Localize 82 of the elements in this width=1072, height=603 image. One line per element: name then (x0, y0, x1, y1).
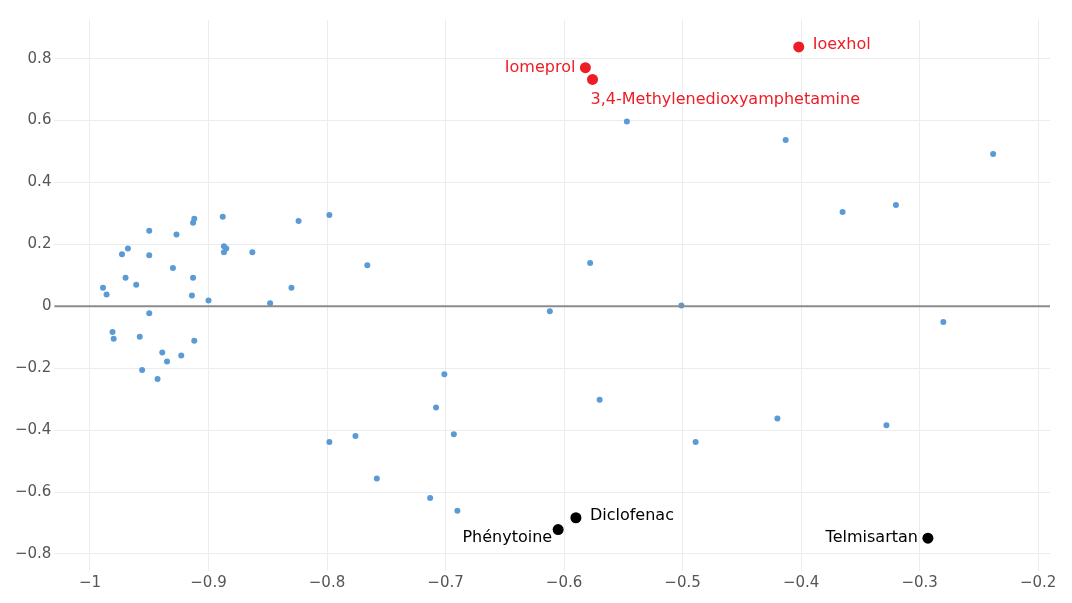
x-tick-label: −0.7 (427, 572, 464, 591)
point (883, 422, 890, 429)
point (249, 249, 256, 256)
point (782, 137, 789, 144)
point (326, 438, 333, 445)
point (552, 524, 564, 536)
point (587, 73, 599, 85)
y-tick-label: 0 (41, 296, 52, 315)
annotation: 3,4-Methylenedioxyamphetamine (590, 88, 860, 108)
point (219, 213, 226, 220)
y-tick-label: 0.6 (27, 110, 52, 129)
point (100, 284, 107, 291)
annotation: Iomeprol (504, 56, 576, 76)
point (940, 319, 947, 326)
y-tick-label: −0.6 (14, 481, 52, 500)
point (892, 202, 899, 209)
point (154, 376, 161, 383)
y-tick-label: 0.4 (27, 172, 52, 191)
y-tick-label: −0.2 (14, 358, 52, 377)
point (159, 349, 166, 356)
point (427, 494, 434, 501)
x-tick-label: −0.9 (190, 572, 227, 591)
point (191, 337, 198, 344)
y-tick-label: 0.8 (27, 48, 52, 67)
point (139, 367, 146, 374)
y-tick-label: −0.8 (14, 543, 52, 562)
x-tick-label: −0.5 (664, 572, 701, 591)
point (450, 431, 457, 438)
point (267, 300, 274, 307)
point (454, 507, 461, 514)
point (190, 274, 197, 281)
point (122, 274, 129, 281)
point (587, 260, 594, 266)
point (364, 262, 371, 269)
point (623, 118, 630, 125)
point (118, 251, 125, 258)
point (103, 291, 110, 298)
point (146, 252, 153, 259)
point (990, 151, 997, 158)
point (169, 264, 176, 271)
point (124, 245, 131, 252)
x-tick-label: −0.3 (901, 572, 938, 591)
point (110, 335, 117, 342)
point (146, 310, 153, 317)
point (433, 404, 440, 411)
point (164, 358, 171, 365)
point (109, 329, 116, 336)
point (570, 512, 582, 524)
point (188, 292, 195, 299)
point (922, 532, 934, 544)
point (579, 62, 591, 74)
point (774, 415, 781, 422)
point (146, 227, 153, 234)
point (793, 41, 805, 53)
x-tick-label: −0.6 (545, 572, 583, 591)
annotation: Phénytoine (462, 526, 553, 546)
point (692, 438, 699, 445)
point (190, 219, 197, 226)
point (352, 433, 359, 440)
point (596, 396, 603, 403)
point (288, 284, 295, 291)
point (136, 333, 143, 340)
point (546, 308, 553, 315)
point (441, 371, 448, 378)
annotation: Ioexhol (812, 34, 871, 54)
point (295, 217, 302, 224)
point (178, 352, 185, 359)
point (220, 249, 227, 256)
x-tick-label: −0.8 (308, 572, 346, 591)
x-tick-label: −0.2 (1019, 572, 1057, 591)
point (326, 212, 333, 219)
annotation: Telmisartan (824, 527, 918, 547)
point (839, 208, 846, 215)
point (205, 297, 212, 304)
y-tick-label: 0.2 (27, 234, 52, 253)
point (133, 281, 140, 288)
y-tick-label: −0.4 (14, 420, 52, 439)
x-tick-label: −0.4 (782, 572, 820, 591)
point (373, 475, 380, 482)
x-tick-label: −1 (78, 572, 102, 591)
point (173, 231, 180, 238)
annotation: Diclofenac (589, 504, 674, 524)
